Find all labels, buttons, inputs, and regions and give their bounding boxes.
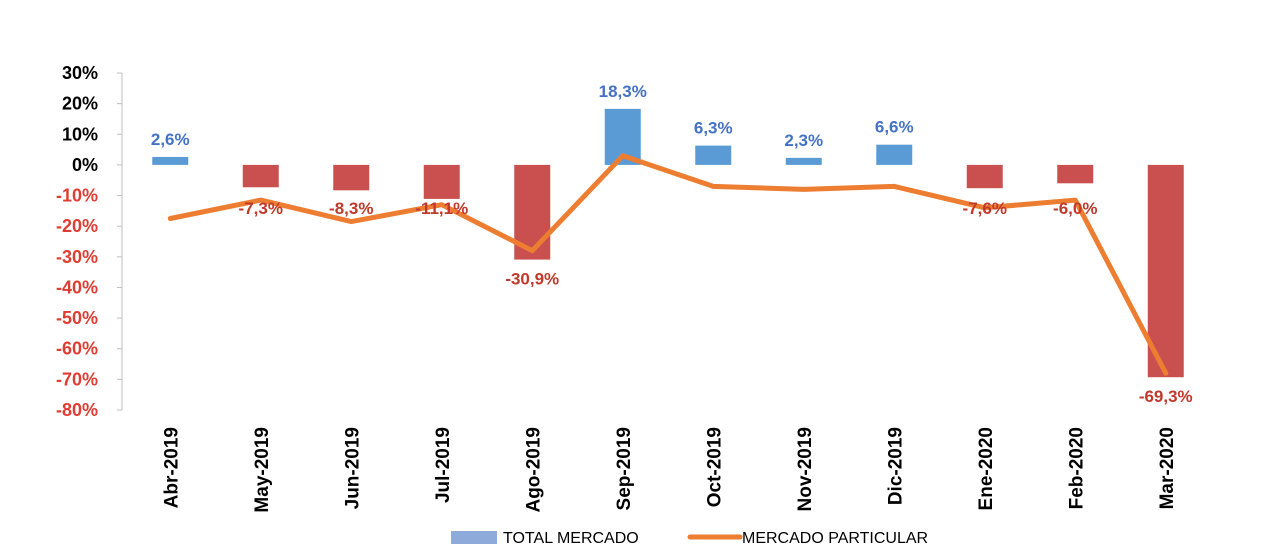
x-tick-label: Jul-2019 bbox=[433, 427, 454, 503]
x-tick-label: Oct-2019 bbox=[704, 427, 725, 507]
legend-bar-label: TOTAL MERCADO bbox=[503, 530, 639, 544]
x-tick-label: Abr-2019 bbox=[161, 427, 182, 508]
legend-line-label: MERCADO PARTICULAR bbox=[742, 530, 928, 544]
bar-data-label: -6,0% bbox=[1053, 199, 1097, 218]
y-tick-label: 10% bbox=[62, 124, 98, 144]
bar-data-label: -8,3% bbox=[329, 199, 373, 218]
x-tick-label: Nov-2019 bbox=[795, 427, 816, 512]
x-tick-label: Dic-2019 bbox=[885, 427, 906, 505]
axes: 30% 20% 10% 0% -10% -20% -30% -40% -50% -60% -70% -… bbox=[56, 63, 1178, 513]
bar bbox=[695, 145, 732, 165]
bar-data-label: -7,6% bbox=[963, 199, 1007, 218]
x-tick-label: Ago-2019 bbox=[523, 427, 544, 513]
y-tick-label: -80% bbox=[56, 400, 98, 420]
y-tick-label: -40% bbox=[56, 277, 98, 297]
series-line bbox=[167, 153, 1169, 376]
bar-data-label: 2,3% bbox=[784, 131, 823, 150]
bar-data-label: 18,3% bbox=[599, 82, 647, 101]
bar-data-label: -11,1% bbox=[415, 199, 468, 218]
x-tick-label: Mar-2020 bbox=[1157, 427, 1178, 509]
x-tick-label: Feb-2020 bbox=[1066, 427, 1087, 509]
x-tick-label: Sep-2019 bbox=[614, 427, 635, 510]
y-tick-label: -20% bbox=[56, 216, 98, 236]
bar bbox=[152, 156, 189, 165]
bar bbox=[785, 157, 822, 165]
bar-data-label: 6,6% bbox=[875, 118, 914, 137]
bar bbox=[333, 164, 370, 191]
bar-data-label: -30,9% bbox=[505, 270, 559, 289]
line-series bbox=[167, 153, 1169, 376]
bar bbox=[1147, 164, 1184, 378]
bar-series bbox=[152, 108, 1184, 378]
bar bbox=[1057, 164, 1094, 184]
x-tick-label: Ene-2020 bbox=[976, 427, 997, 510]
y-tick-label: -60% bbox=[56, 339, 98, 359]
y-tick-label: -30% bbox=[56, 247, 98, 267]
bar-data-label: 2,6% bbox=[151, 130, 190, 149]
bar-data-label: 6,3% bbox=[694, 119, 733, 138]
bar bbox=[876, 144, 913, 165]
y-tick-label: 20% bbox=[62, 94, 98, 114]
data-labels: 2,6% -7,3% -8,3% -11,1% -30,9% 18,3% 6,3% 2,3% 6… bbox=[151, 82, 1193, 406]
bar bbox=[423, 164, 460, 199]
y-tick-label: -50% bbox=[56, 308, 98, 328]
bar bbox=[242, 164, 279, 188]
y-tick-label: -70% bbox=[56, 369, 98, 389]
legend-bar-swatch bbox=[451, 531, 497, 545]
x-tick-label: May-2019 bbox=[252, 427, 273, 513]
y-tick-label: -10% bbox=[56, 186, 98, 206]
bar bbox=[966, 164, 1003, 189]
bar-data-label: -69,3% bbox=[1139, 387, 1193, 406]
bar-data-label: -7,3% bbox=[239, 199, 283, 218]
x-tick-label: Jun-2019 bbox=[342, 427, 363, 509]
y-tick-label: 0% bbox=[72, 155, 98, 175]
legend: TOTAL MERCADO MERCADO PARTICULAR bbox=[451, 530, 928, 547]
y-tick-label: 30% bbox=[62, 63, 98, 83]
